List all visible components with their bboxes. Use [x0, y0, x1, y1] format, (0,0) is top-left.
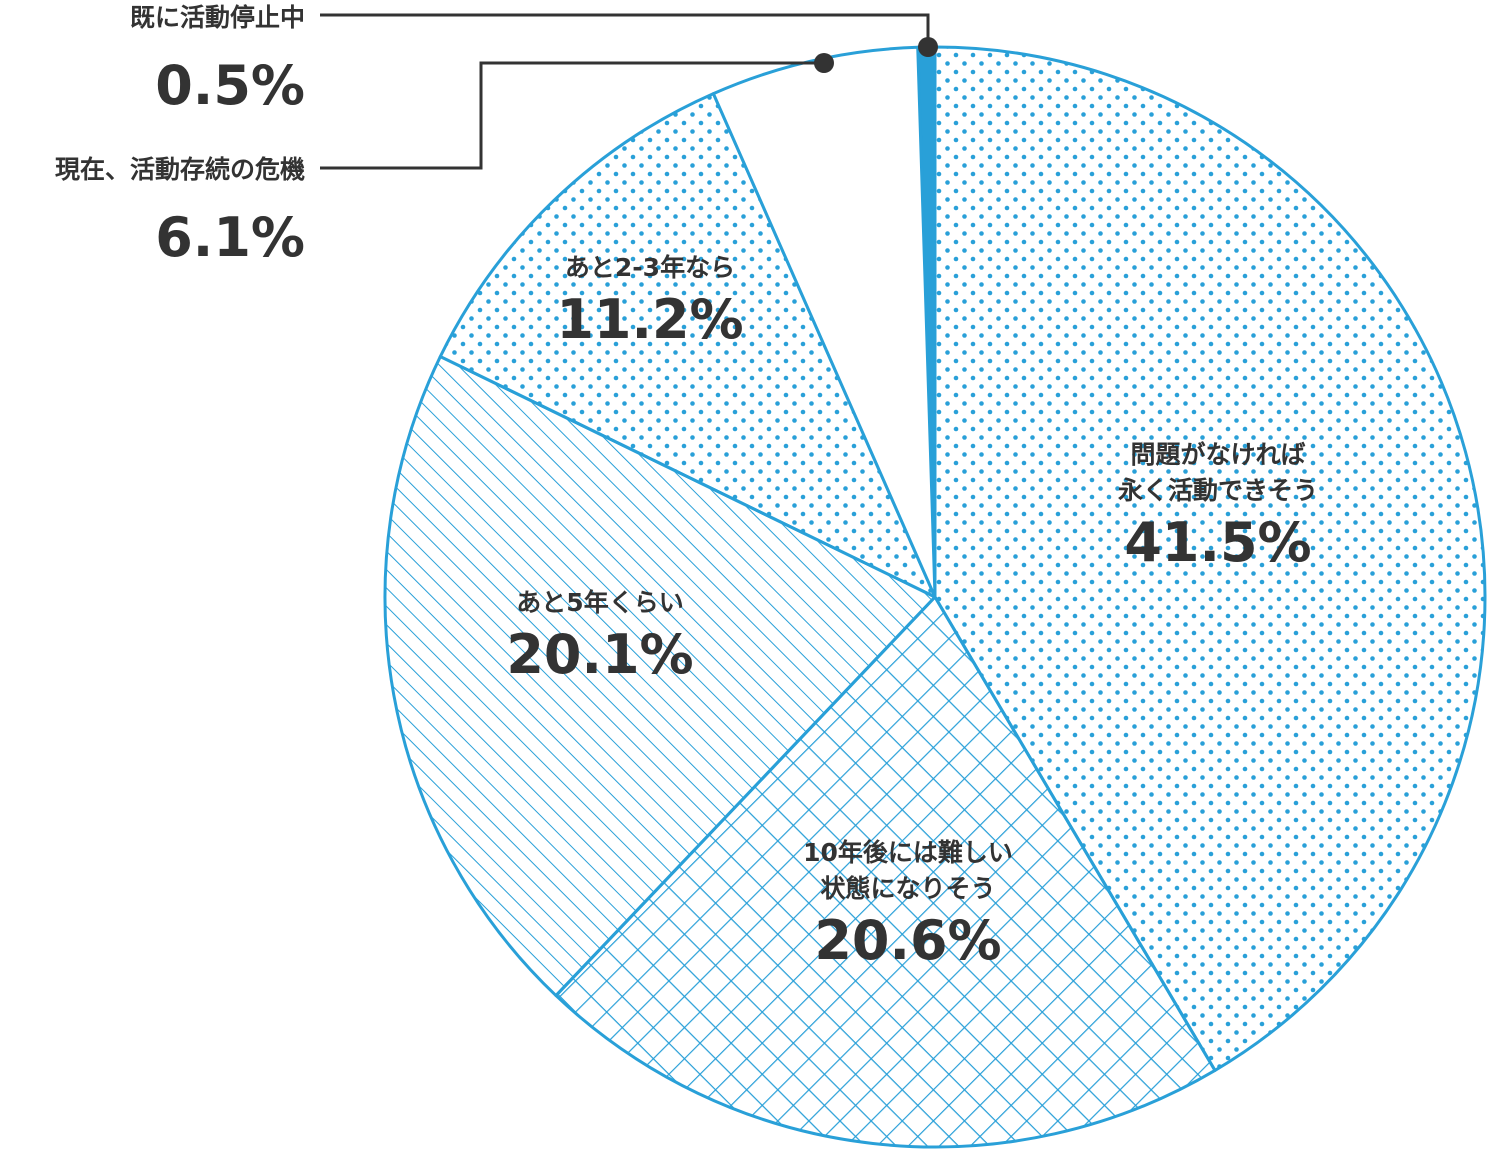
- slice-label: あと5年くらい: [516, 588, 684, 617]
- slice-label: 問題がなければ 永く活動できそう: [1117, 440, 1319, 505]
- slice-label: 現在、活動存続の危機: [54, 155, 305, 184]
- pie-slice: [438, 92, 937, 599]
- value-label: 20.1%: [506, 623, 694, 686]
- slice-label: 既に活動停止中: [129, 3, 305, 32]
- value-label: 0.5%: [155, 54, 305, 117]
- slice-label: あと2-3年なら: [564, 253, 736, 282]
- leader-line: [320, 61, 824, 170]
- pie-slice: [933, 45, 1487, 1072]
- leader-line: [320, 13, 930, 47]
- value-label: 41.5%: [1124, 511, 1312, 574]
- pie-slice: [383, 355, 937, 998]
- pie-slice: [554, 595, 1217, 1149]
- pie-slice: [711, 45, 937, 599]
- leader-dot: [814, 53, 834, 73]
- leader-dot: [918, 37, 938, 57]
- value-label: 6.1%: [155, 206, 305, 269]
- value-label: 11.2%: [556, 288, 744, 351]
- slice-label: 10年後には難しい 状態になりそう: [803, 838, 1013, 903]
- value-label: 20.6%: [814, 909, 1002, 972]
